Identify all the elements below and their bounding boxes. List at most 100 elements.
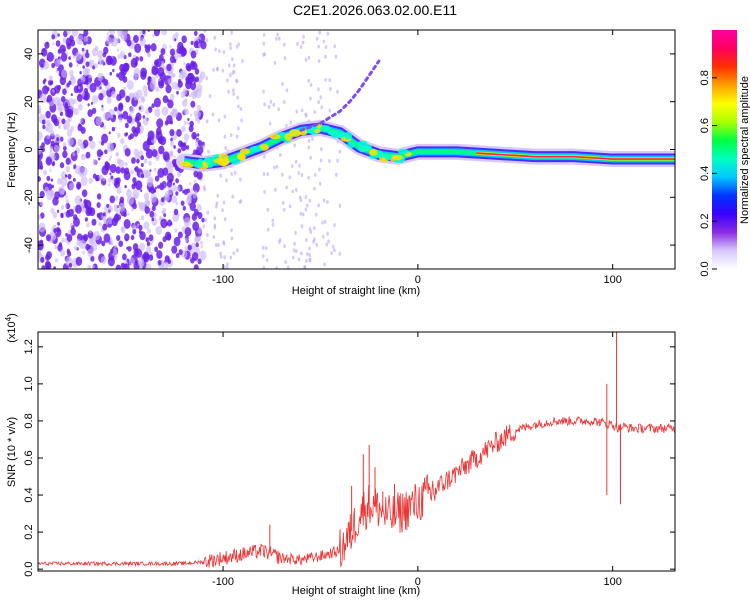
- noise-blob: [180, 91, 186, 99]
- noise-blob: [57, 84, 61, 90]
- noise-blob: [263, 189, 266, 194]
- noise-blob: [272, 102, 276, 107]
- noise-blob: [134, 43, 142, 54]
- noise-blob: [115, 166, 121, 174]
- noise-blob: [157, 259, 162, 266]
- noise-blob: [191, 131, 197, 140]
- noise-blob: [185, 145, 190, 150]
- noise-blob: [145, 109, 150, 115]
- noise-blob: [305, 238, 308, 243]
- noise-blob: [323, 219, 327, 224]
- noise-blob: [218, 49, 221, 54]
- noise-blob: [319, 158, 323, 163]
- noise-blob: [109, 172, 112, 176]
- noise-blob: [235, 44, 239, 49]
- noise-blob: [123, 212, 127, 218]
- noise-blob: [300, 251, 303, 256]
- noise-blob: [55, 40, 61, 47]
- noise-blob: [104, 149, 108, 155]
- noise-blob: [72, 54, 76, 59]
- noise-blob: [237, 42, 241, 47]
- noise-blob: [177, 53, 182, 59]
- noise-blob: [150, 193, 157, 203]
- noise-blob: [283, 244, 286, 249]
- bottom-x-axis-title: Height of straight line (km): [292, 585, 420, 597]
- bottom-y-multiplier: (x104): [4, 313, 18, 343]
- noise-blob: [136, 89, 143, 99]
- noise-blob: [317, 87, 320, 92]
- noise-blob: [219, 254, 223, 259]
- noise-blob: [98, 157, 101, 161]
- noise-blob: [143, 91, 148, 98]
- noise-blob: [109, 71, 113, 76]
- noise-blob: [133, 95, 138, 101]
- noise-blob: [315, 242, 319, 247]
- noise-blob: [190, 40, 194, 45]
- noise-blob: [155, 225, 162, 235]
- snr-line: [38, 415, 675, 568]
- noise-blob: [100, 256, 107, 265]
- noise-blob: [192, 221, 200, 232]
- noise-blob: [324, 45, 328, 50]
- noise-blob: [129, 106, 135, 114]
- ridge-core-red: [476, 152, 675, 160]
- noise-blob: [151, 239, 154, 243]
- noise-blob: [52, 234, 57, 240]
- noise-blob: [45, 110, 51, 119]
- noise-blob: [185, 62, 192, 71]
- noise-blob: [273, 60, 277, 65]
- noise-blob: [131, 207, 134, 212]
- noise-blob: [95, 116, 103, 126]
- noise-blob: [192, 192, 197, 199]
- noise-blob: [232, 251, 236, 256]
- noise-blob: [126, 258, 130, 263]
- noise-blob: [111, 217, 118, 227]
- y-tick-label: 1.0: [23, 376, 35, 391]
- colorbar-title: Normalized spectral amplitude: [739, 76, 750, 224]
- noise-blob: [98, 221, 102, 227]
- noise-blob: [124, 184, 127, 189]
- noise-blob: [326, 31, 330, 36]
- noise-blob: [119, 50, 126, 59]
- noise-blob: [146, 241, 151, 247]
- noise-blob: [308, 253, 312, 258]
- noise-blob: [85, 52, 90, 59]
- noise-blob: [54, 191, 60, 200]
- noise-blob: [276, 32, 279, 37]
- noise-blob: [66, 30, 72, 35]
- noise-blob: [193, 208, 199, 217]
- colorbar-tick-label: 0.2: [699, 214, 711, 229]
- noise-blob: [294, 230, 297, 235]
- noise-blob: [102, 223, 108, 231]
- noise-blob: [53, 96, 61, 107]
- noise-blob: [333, 248, 336, 253]
- noise-blob: [194, 68, 200, 75]
- noise-blob: [68, 56, 71, 60]
- noise-blob: [200, 240, 203, 245]
- noise-blob: [59, 106, 62, 111]
- noise-blob: [308, 257, 312, 262]
- top-y-axis-title: Frequency (Hz): [6, 112, 18, 188]
- noise-blob: [300, 108, 304, 113]
- noise-blob: [286, 265, 290, 269]
- noise-blob: [151, 217, 155, 222]
- noise-blob: [101, 165, 109, 176]
- noise-blob: [172, 212, 180, 223]
- y-tick-label: 0.0: [23, 561, 35, 576]
- noise-blob: [122, 253, 127, 261]
- noise-blob: [165, 84, 172, 94]
- noise-blob: [178, 50, 181, 54]
- ridge-blob: [392, 154, 403, 161]
- noise-blob: [200, 245, 204, 249]
- y-tick-label: 40: [23, 48, 35, 60]
- noise-blob: [223, 134, 227, 139]
- noise-blob: [144, 206, 150, 214]
- noise-blob: [48, 75, 53, 82]
- noise-blob: [82, 250, 85, 255]
- noise-blob: [222, 240, 225, 245]
- noise-blob: [279, 238, 282, 243]
- noise-blob: [66, 82, 70, 88]
- noise-blob: [153, 97, 161, 108]
- noise-blob: [156, 250, 163, 259]
